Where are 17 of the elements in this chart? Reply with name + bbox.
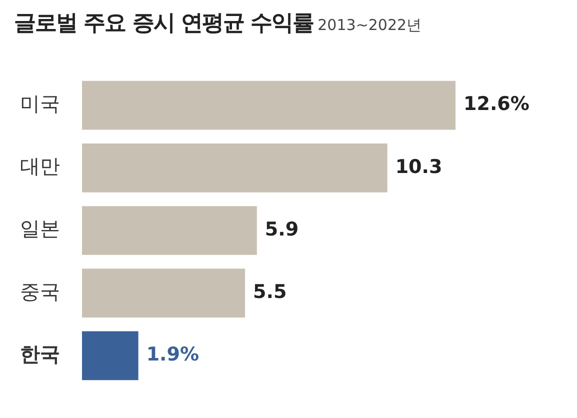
bar (82, 268, 246, 318)
data-label: 5.9 (264, 218, 299, 240)
data-label: 1.9% (146, 344, 200, 366)
bar (82, 80, 456, 130)
y-tick-label: 한국 (20, 342, 60, 366)
chart-subtitle: 2013~2022년 (318, 16, 422, 34)
bar (82, 331, 138, 380)
y-tick-label: 중국 (20, 279, 60, 304)
y-tick-label: 일본 (20, 216, 60, 241)
y-tick-label: 대만 (20, 154, 60, 178)
chart-title: 글로벌 주요 증시 연평균 수익률 (14, 11, 314, 36)
bar (82, 206, 257, 255)
bar (82, 143, 388, 192)
y-tick-label: 미국 (20, 92, 60, 116)
data-label: 5.5 (253, 281, 287, 304)
data-label: 10.3 (395, 156, 442, 178)
data-label: 12.6% (464, 93, 530, 116)
